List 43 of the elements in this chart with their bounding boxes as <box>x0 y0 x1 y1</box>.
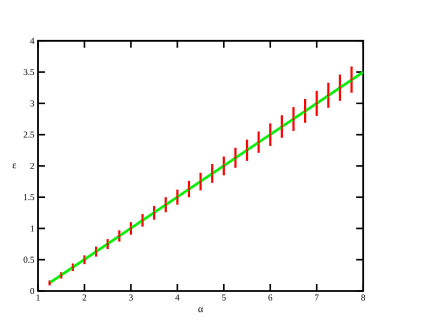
y-tick-label: 3.5 <box>24 69 34 76</box>
y-tick-label: 0 <box>30 288 34 294</box>
point <box>338 86 342 90</box>
y-tick-label: 4 <box>30 38 34 44</box>
point <box>210 172 214 175</box>
y-tick-label: 0.5 <box>24 256 34 263</box>
point <box>222 164 226 168</box>
point <box>268 133 272 136</box>
point <box>176 196 179 198</box>
point <box>152 212 156 214</box>
point <box>246 148 248 152</box>
point <box>292 118 295 120</box>
point <box>141 219 144 222</box>
y-tick-label: 1 <box>30 225 34 232</box>
point <box>280 125 284 128</box>
x-tick-label: 3 <box>129 294 133 301</box>
point <box>164 203 168 206</box>
x-tick-label: 4 <box>175 294 180 300</box>
point <box>304 110 306 112</box>
x-tick-label: 5 <box>222 294 226 300</box>
point <box>327 94 330 97</box>
x-tick-label: 1 <box>36 294 40 300</box>
point <box>315 102 318 105</box>
x-tick-label: 8 <box>361 294 366 301</box>
point <box>83 258 86 262</box>
y-tick-label: 1.5 <box>24 194 34 200</box>
point <box>234 156 237 160</box>
y-tick-label: 3 <box>30 100 34 106</box>
point <box>130 227 132 230</box>
x-tick-label: 6 <box>268 294 272 301</box>
point <box>188 188 190 190</box>
point <box>118 234 121 238</box>
y-axis-title: ε <box>12 164 16 168</box>
point <box>257 140 260 144</box>
point <box>199 180 202 183</box>
x-tick-label: 2 <box>82 294 86 300</box>
x-tick-label: 7 <box>315 294 319 300</box>
point <box>350 78 353 81</box>
x-axis-title: α <box>198 307 203 312</box>
point <box>106 242 109 246</box>
point <box>94 250 98 253</box>
y-tick-label: 2.5 <box>24 132 34 138</box>
y-tick-label: 2 <box>30 162 34 169</box>
